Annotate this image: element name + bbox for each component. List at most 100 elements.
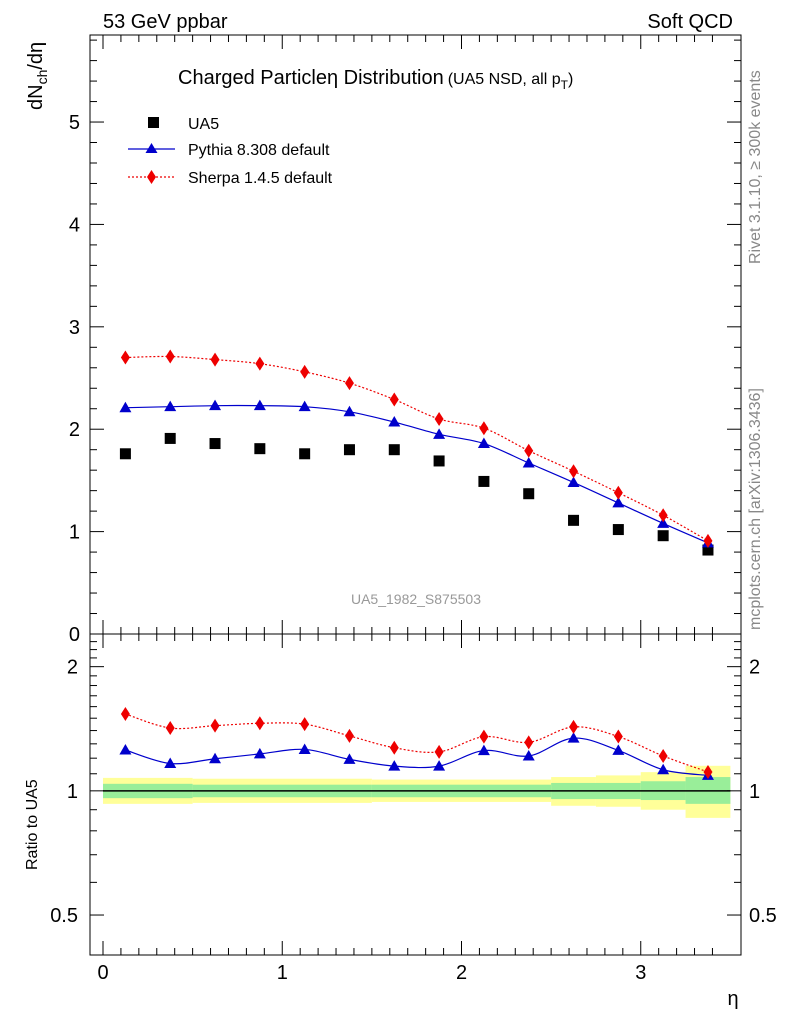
sherpa-1-4-5-default-point bbox=[389, 392, 399, 407]
legend: UA5 Pythia 8.308 default Sherpa 1.4.5 de… bbox=[128, 116, 333, 187]
legend-ua5-label: UA5 bbox=[188, 116, 219, 133]
main-panel: 0 1 2 3 4 5 dNch/dη Charged Particleη Distrib… bbox=[25, 34, 742, 646]
ratio-uncertainty-bands bbox=[103, 765, 731, 818]
ua5-point bbox=[478, 475, 490, 487]
ua5-point bbox=[612, 524, 624, 536]
ua5-point bbox=[343, 444, 355, 456]
ua5-point bbox=[568, 514, 580, 526]
ua5-point bbox=[388, 444, 400, 456]
pythia-8-308-default-ratio-point bbox=[343, 753, 356, 764]
main-y-tick-label: 0 bbox=[69, 624, 80, 646]
pythia-8-308-default-point bbox=[119, 401, 132, 413]
pythia-8-308-default-ratio-point bbox=[433, 760, 446, 771]
ua5-point bbox=[523, 488, 535, 500]
pythia-8-308-default-point bbox=[343, 405, 356, 417]
sherpa-1-4-5-default-ratio-point bbox=[658, 748, 668, 763]
ua5-point bbox=[254, 443, 266, 455]
pythia-8-308-default-ratio-point bbox=[567, 732, 580, 743]
pythia-8-308-default-ratio-point bbox=[477, 744, 490, 756]
ratio-series bbox=[119, 706, 714, 780]
main-y-axis: 0 1 2 3 4 5 bbox=[69, 35, 741, 646]
sherpa-1-4-5-default-ratio-point bbox=[613, 729, 623, 744]
pythia-8-308-default-ratio-line bbox=[125, 737, 709, 776]
sherpa-1-4-5-default-ratio-point bbox=[569, 719, 579, 734]
ratio-y-tick-label: 2 bbox=[67, 657, 78, 679]
pythia-8-308-default-ratio-point bbox=[119, 744, 132, 755]
analysis-watermark: UA5_1982_S875503 bbox=[351, 591, 481, 607]
legend-ua5-marker bbox=[148, 117, 159, 128]
pythia-8-308-default-point bbox=[388, 416, 401, 427]
sherpa-1-4-5-default-point bbox=[569, 464, 579, 479]
main-y-tick-label: 3 bbox=[69, 317, 80, 339]
sherpa-1-4-5-default-point bbox=[255, 356, 265, 371]
pythia-8-308-default-point bbox=[522, 457, 535, 468]
sherpa-1-4-5-default-ratio-point bbox=[300, 717, 310, 732]
pythia-8-308-default-point bbox=[433, 428, 446, 439]
pythia-8-308-default-point bbox=[298, 400, 311, 412]
header-left-label: 53 GeV ppbar bbox=[103, 11, 228, 33]
x-axis-label: η bbox=[727, 988, 738, 1010]
pythia-8-308-default-point bbox=[477, 437, 490, 449]
header-right-label: Soft QCD bbox=[647, 11, 733, 33]
ua5-point bbox=[119, 448, 131, 460]
sherpa-1-4-5-default-ratio-point bbox=[703, 764, 713, 779]
pythia-8-308-default-ratio-point bbox=[388, 760, 401, 771]
pythia-8-308-default-ratio-point bbox=[209, 752, 222, 764]
sherpa-1-4-5-default-point bbox=[210, 352, 220, 367]
pythia-8-308-default-point bbox=[657, 517, 670, 528]
pythia-8-308-default-ratio-point bbox=[253, 747, 266, 759]
pythia-8-308-default-ratio-point bbox=[657, 763, 670, 775]
pythia-8-308-default-point bbox=[164, 400, 177, 412]
sherpa-1-4-5-default-ratio-point bbox=[524, 735, 534, 750]
sherpa-1-4-5-default-point bbox=[120, 350, 130, 365]
ratio-y-tick-label-right: 1 bbox=[749, 781, 760, 803]
ratio-panel: 0.5 0.5 1 1 2 2 0 1 2 3 Ratio to UA5 η bbox=[24, 633, 777, 1010]
sherpa-1-4-5-default-ratio-point bbox=[434, 744, 444, 759]
x-tick-label: 1 bbox=[277, 962, 288, 984]
ua5-point bbox=[209, 438, 221, 450]
x-tick-label: 0 bbox=[97, 962, 108, 984]
pythia-8-308-default-point bbox=[612, 496, 625, 508]
main-y-tick-label: 4 bbox=[69, 214, 80, 236]
legend-pythia-label: Pythia 8.308 default bbox=[188, 142, 330, 159]
ua5-point bbox=[702, 544, 714, 556]
pythia-8-308-default-point bbox=[209, 399, 222, 411]
main-series bbox=[119, 349, 714, 556]
ratio-y-tick-label: 0.5 bbox=[50, 905, 78, 927]
sherpa-1-4-5-default-ratio-point bbox=[120, 706, 130, 721]
x-tick-label: 3 bbox=[635, 962, 646, 984]
legend-sherpa-label: Sherpa 1.4.5 default bbox=[188, 170, 333, 187]
pythia-8-308-default-line bbox=[125, 404, 709, 544]
pythia-8-308-default-ratio-point bbox=[522, 749, 535, 761]
sherpa-1-4-5-default-point bbox=[165, 349, 175, 364]
ua5-point bbox=[657, 530, 669, 542]
sherpa-1-4-5-default-ratio-point bbox=[479, 729, 489, 744]
ua5-point bbox=[433, 455, 445, 467]
sherpa-1-4-5-default-point bbox=[434, 411, 444, 426]
main-y-tick-label: 1 bbox=[69, 522, 80, 544]
sherpa-1-4-5-default-ratio-point bbox=[389, 740, 399, 755]
legend-pythia-marker bbox=[145, 143, 158, 153]
main-y-tick-label: 5 bbox=[69, 112, 80, 134]
main-y-tick-label: 2 bbox=[69, 419, 80, 441]
pythia-8-308-default-ratio-point bbox=[612, 744, 625, 755]
mcplots-label: mcplots.cern.ch [arXiv:1306.3436] bbox=[747, 388, 764, 630]
ratio-y-tick-label-right: 0.5 bbox=[749, 905, 777, 927]
ua5-point bbox=[299, 448, 311, 460]
ratio-y-axis-label: Ratio to UA5 bbox=[24, 779, 41, 870]
sherpa-1-4-5-default-ratio-point bbox=[165, 721, 175, 736]
sherpa-1-4-5-default-ratio-point bbox=[210, 718, 220, 733]
sherpa-1-4-5-default-point bbox=[524, 443, 534, 458]
legend-sherpa-marker bbox=[147, 170, 156, 184]
ratio-x-axis: 0 1 2 3 bbox=[97, 634, 713, 984]
main-y-axis-label: dNch/dη bbox=[25, 42, 50, 110]
sherpa-1-4-5-default-point bbox=[613, 485, 623, 500]
chart-title: Charged Particleη Distribution (UA5 NSD, … bbox=[178, 67, 573, 92]
pythia-8-308-default-ratio-point bbox=[164, 757, 177, 768]
ratio-y-tick-label-right: 2 bbox=[749, 657, 760, 679]
ratio-panel-frame bbox=[89, 633, 742, 956]
x-tick-label: 2 bbox=[456, 962, 467, 984]
sherpa-1-4-5-default-ratio-point bbox=[344, 728, 354, 743]
